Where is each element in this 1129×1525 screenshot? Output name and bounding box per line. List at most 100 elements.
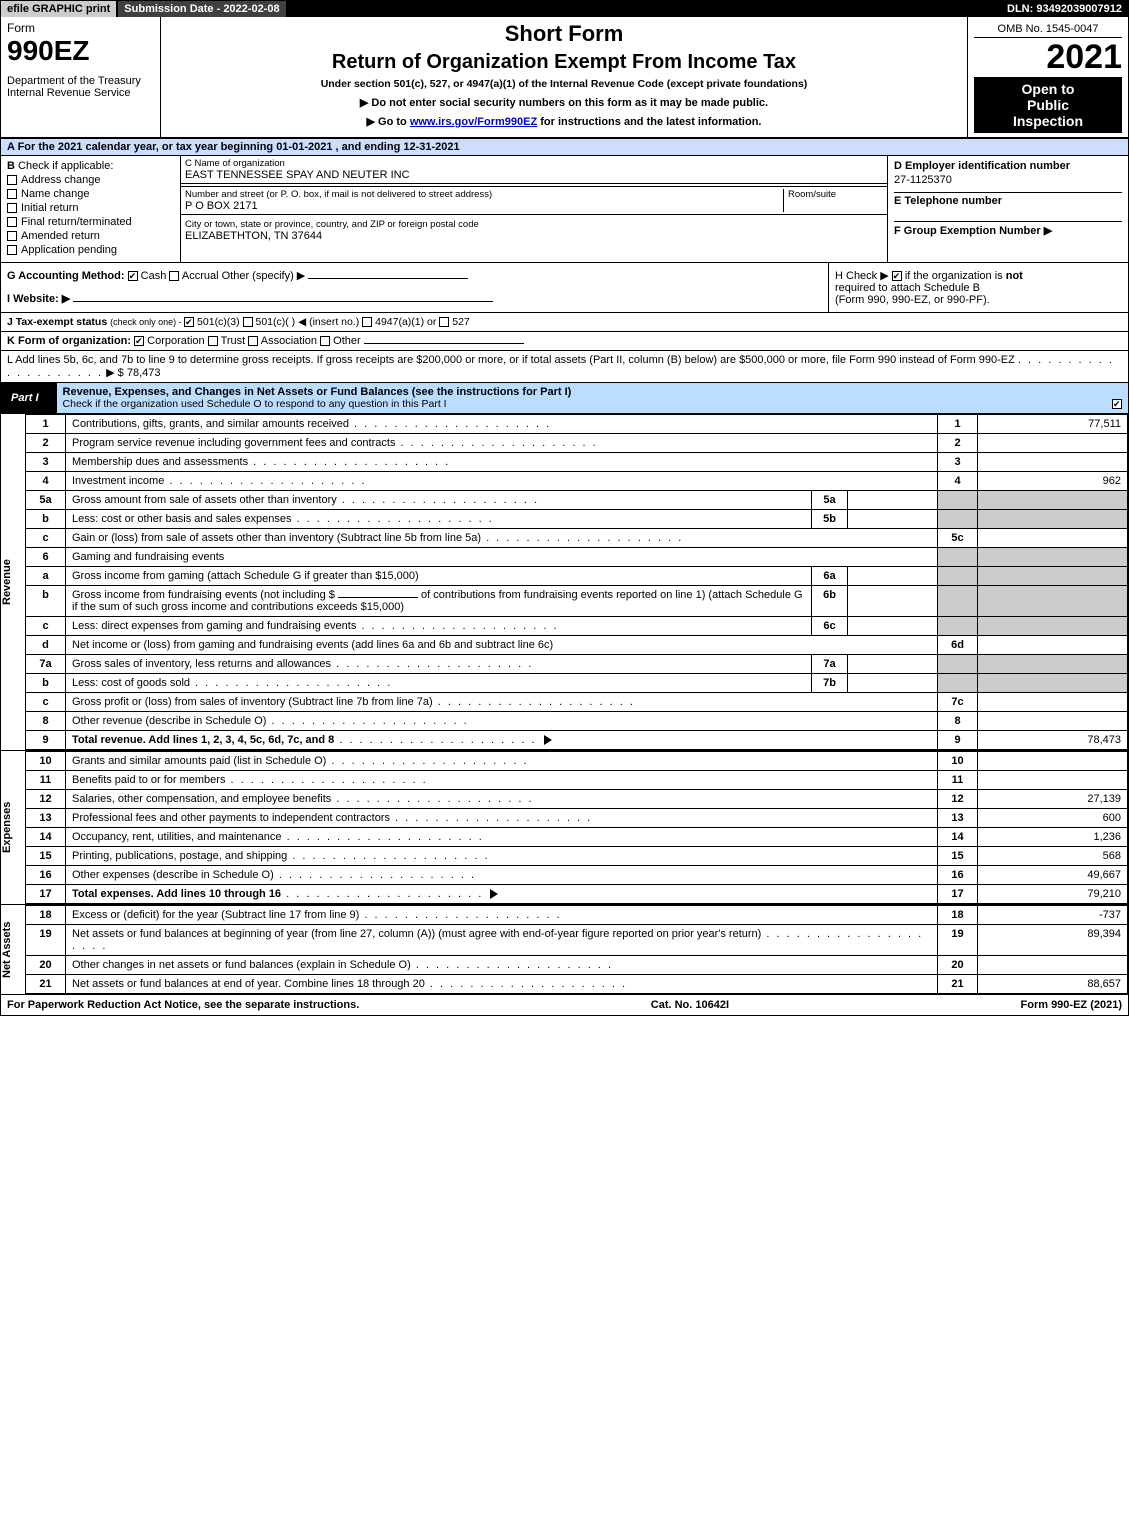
group-exemption-label: F Group Exemption Number ▶ (894, 221, 1122, 237)
footer-cat: Cat. No. 10642I (651, 999, 729, 1011)
line-10-amt (978, 752, 1128, 771)
cb-address-change[interactable] (7, 175, 17, 185)
line-19-amt: 89,394 (978, 925, 1128, 956)
line-6b-blank[interactable] (338, 597, 418, 598)
cb-4947[interactable] (362, 317, 372, 327)
line-5c: cGain or (loss) from sale of assets othe… (26, 529, 1128, 548)
line-16-amt: 49,667 (978, 866, 1128, 885)
telephone-label: E Telephone number (894, 192, 1122, 207)
line-6d-desc: Net income or (loss) from gaming and fun… (72, 639, 553, 651)
cb-501c3[interactable] (184, 317, 194, 327)
line-17: 17Total expenses. Add lines 10 through 1… (26, 885, 1128, 904)
cb-app-pending[interactable] (7, 245, 17, 255)
j-label: J Tax-exempt status (7, 316, 110, 328)
line-15: 15Printing, publications, postage, and s… (26, 847, 1128, 866)
line-12: 12Salaries, other compensation, and empl… (26, 790, 1128, 809)
cb-association[interactable] (248, 336, 258, 346)
line-6c-desc: Less: direct expenses from gaming and fu… (72, 620, 356, 632)
cb-corporation[interactable] (134, 336, 144, 346)
line-6: 6Gaming and fundraising events (26, 548, 1128, 567)
k-label: K Form of organization: (7, 335, 131, 347)
line-6a-val (848, 567, 938, 586)
cb-501c[interactable] (243, 317, 253, 327)
l-gross-receipts: L Add lines 5b, 6c, and 7b to line 9 to … (1, 351, 1128, 383)
cb-accrual[interactable] (169, 271, 179, 281)
line-18: 18Excess or (deficit) for the year (Subt… (26, 906, 1128, 925)
line-6-desc: Gaming and fundraising events (66, 548, 938, 567)
line-13-amt: 600 (978, 809, 1128, 828)
cb-final-return[interactable] (7, 217, 17, 227)
l-text: L Add lines 5b, 6c, and 7b to line 9 to … (7, 354, 1015, 366)
line-17-desc: Total expenses. Add lines 10 through 16 (72, 888, 281, 900)
city-label: City or town, state or province, country… (185, 219, 883, 230)
cb-schedule-b[interactable] (892, 271, 902, 281)
org-name: EAST TENNESSEE SPAY AND NEUTER INC (185, 169, 883, 181)
line-1-desc: Contributions, gifts, grants, and simila… (72, 418, 349, 430)
irs-link[interactable]: www.irs.gov/Form990EZ (410, 116, 537, 128)
line-6c-val (848, 617, 938, 636)
line-2-amt (978, 434, 1128, 453)
submission-date: Submission Date - 2022-02-08 (118, 1, 287, 17)
form-number: 990EZ (7, 35, 154, 67)
h-post: if the organization is (902, 270, 1006, 282)
cb-trust[interactable] (208, 336, 218, 346)
public: Public (978, 97, 1118, 113)
org-city: ELIZABETHTON, TN 37644 (185, 230, 883, 242)
cb-amended[interactable] (7, 231, 17, 241)
line-7b: bLess: cost of goods sold7b (26, 674, 1128, 693)
line-21-amt: 88,657 (978, 975, 1128, 994)
website-input[interactable] (73, 301, 493, 302)
goto-line: ▶ Go to www.irs.gov/Form990EZ for instru… (167, 115, 961, 128)
cb-527[interactable] (439, 317, 449, 327)
h-line3: (Form 990, 990-EZ, or 990-PF). (835, 294, 1122, 306)
line-16-desc: Other expenses (describe in Schedule O) (72, 869, 274, 881)
h-line2: required to attach Schedule B (835, 282, 1122, 294)
return-title: Return of Organization Exempt From Incom… (167, 51, 961, 74)
efile-print-label[interactable]: efile GRAPHIC print (1, 1, 118, 17)
dept-treasury: Department of the Treasury (7, 75, 154, 87)
line-2-desc: Program service revenue including govern… (72, 437, 395, 449)
line-11-amt (978, 771, 1128, 790)
line-14-amt: 1,236 (978, 828, 1128, 847)
g-accounting: G Accounting Method: Cash Accrual Other … (1, 263, 828, 312)
line-9: 9Total revenue. Add lines 1, 2, 3, 4, 5c… (26, 731, 1128, 750)
h-not: not (1006, 270, 1023, 282)
footer-right: Form 990-EZ (2021) (1021, 999, 1123, 1011)
line-7a-desc: Gross sales of inventory, less returns a… (72, 658, 331, 670)
line-8-amt (978, 712, 1128, 731)
line-19-desc: Net assets or fund balances at beginning… (72, 928, 761, 940)
line-5a: 5aGross amount from sale of assets other… (26, 491, 1128, 510)
omb-number: OMB No. 1545-0047 (974, 21, 1122, 38)
line-15-desc: Printing, publications, postage, and shi… (72, 850, 287, 862)
other-specify-input[interactable] (308, 278, 468, 279)
section-c: C Name of organization EAST TENNESSEE SP… (181, 156, 888, 262)
line-5b-val (848, 510, 938, 529)
line-18-desc: Excess or (deficit) for the year (Subtra… (72, 909, 359, 921)
part-i-title: Revenue, Expenses, and Changes in Net As… (57, 383, 1128, 413)
line-6c: cLess: direct expenses from gaming and f… (26, 617, 1128, 636)
line-6b-val (848, 586, 938, 617)
line-16: 16Other expenses (describe in Schedule O… (26, 866, 1128, 885)
cb-other-org[interactable] (320, 336, 330, 346)
header-left: Form 990EZ Department of the Treasury In… (1, 17, 161, 137)
line-3: 3Membership dues and assessments3 (26, 453, 1128, 472)
line-12-desc: Salaries, other compensation, and employ… (72, 793, 331, 805)
line-7c: cGross profit or (loss) from sales of in… (26, 693, 1128, 712)
cb-cash[interactable] (128, 271, 138, 281)
dept-irs: Internal Revenue Service (7, 87, 154, 99)
org-address: P O BOX 2171 (185, 200, 783, 212)
line-20-amt (978, 956, 1128, 975)
header-center: Short Form Return of Organization Exempt… (161, 17, 968, 137)
cb-initial-return[interactable] (7, 203, 17, 213)
lbl-4947: 4947(a)(1) or (375, 316, 436, 328)
line-4-amt: 962 (978, 472, 1128, 491)
arrow-icon (544, 735, 552, 745)
open-public-inspection: Open to Public Inspection (974, 77, 1122, 133)
lbl-initial-return: Initial return (21, 202, 78, 214)
line-2: 2Program service revenue including gover… (26, 434, 1128, 453)
form-word: Form (7, 21, 154, 35)
cb-schedule-o-part1[interactable] (1112, 399, 1122, 409)
other-org-input[interactable] (364, 343, 524, 344)
b-label: B (7, 160, 15, 172)
cb-name-change[interactable] (7, 189, 17, 199)
